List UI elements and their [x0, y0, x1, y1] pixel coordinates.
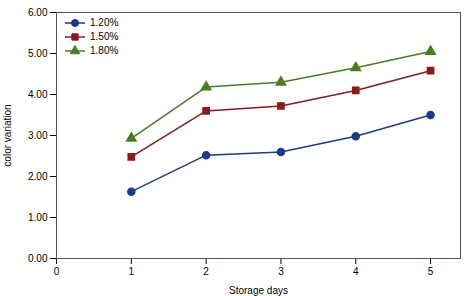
svg-text:6.00: 6.00	[28, 7, 48, 18]
svg-text:5.00: 5.00	[28, 48, 48, 59]
svg-text:Storage days: Storage days	[229, 285, 288, 296]
svg-text:0: 0	[54, 266, 60, 277]
svg-text:4.00: 4.00	[28, 89, 48, 100]
svg-text:1.00: 1.00	[28, 212, 48, 223]
svg-text:4: 4	[353, 266, 359, 277]
html-text:1.80%: 1.80%	[90, 45, 119, 56]
svg-text:2.00: 2.00	[28, 171, 48, 182]
html-text:1.50%: 1.50%	[90, 31, 119, 42]
svg-text:color variation: color variation	[2, 104, 13, 166]
svg-text:2: 2	[203, 266, 209, 277]
svg-text:1: 1	[129, 266, 135, 277]
svg-text:5: 5	[428, 266, 434, 277]
svg-text:3.00: 3.00	[28, 130, 48, 141]
svg-text:0.00: 0.00	[28, 253, 48, 264]
svg-text:3: 3	[278, 266, 284, 277]
html-text:1.20%: 1.20%	[90, 17, 119, 28]
